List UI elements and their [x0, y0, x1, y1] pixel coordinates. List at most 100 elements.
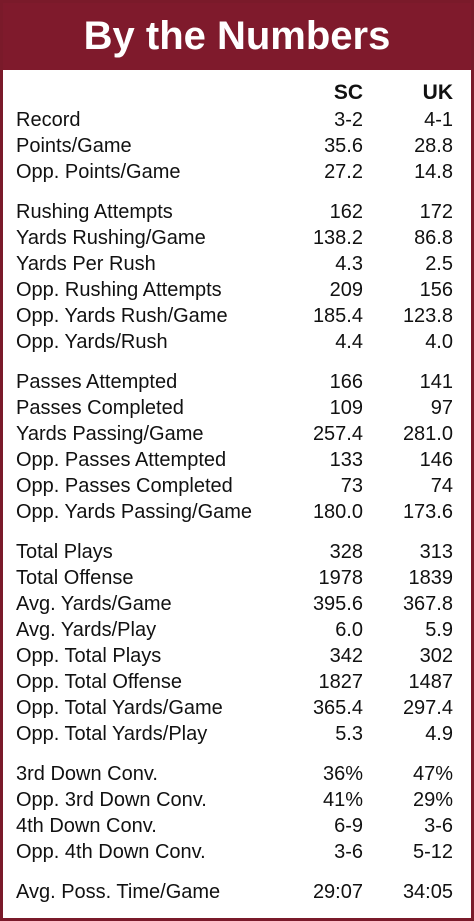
uk-value: 2.5 [425, 253, 453, 275]
uk-value: 1487 [408, 671, 454, 693]
uk-value: 172 [419, 201, 453, 223]
sc-value: 6-9 [334, 815, 363, 837]
sc-value: 4.3 [335, 253, 363, 275]
panel-title: By the Numbers [83, 14, 391, 58]
table-row: 4th Down Conv. 6-9 3-6 [3, 813, 471, 839]
header-banner: By the Numbers [3, 3, 471, 70]
sc-value: 36% [322, 763, 363, 785]
uk-value: 47% [412, 763, 453, 785]
table-row: Opp. Passes Completed 73 74 [3, 473, 471, 499]
table-row: Opp. 3rd Down Conv. 41% 29% [3, 787, 471, 813]
uk-value: 297.4 [402, 697, 453, 719]
stat-label: Yards Per Rush [16, 253, 156, 275]
table-row: Avg. Poss. Time/Game 29:07 34:05 [3, 879, 471, 905]
sc-value: 180.0 [312, 501, 363, 523]
uk-value: 86.8 [414, 227, 453, 249]
uk-value: 4-1 [424, 109, 453, 131]
table-row: Opp. Yards Rush/Game 185.4 123.8 [3, 303, 471, 329]
table-row: Opp. Total Offense 1827 1487 [3, 669, 471, 695]
stat-label: Opp. Points/Game [16, 161, 181, 183]
table-row: 3rd Down Conv. 36% 47% [3, 761, 471, 787]
stat-label: Avg. Poss. Time/Game [16, 881, 221, 903]
table-row: Avg. Yards/Game 395.6 367.8 [3, 591, 471, 617]
table-row: Yards Per Rush 4.3 2.5 [3, 251, 471, 277]
table-row: Opp. Rushing Attempts 209 156 [3, 277, 471, 303]
uk-value: 146 [419, 449, 453, 471]
sc-value: 5.3 [335, 723, 363, 745]
uk-value: 74 [430, 475, 453, 497]
uk-value: 5-12 [412, 841, 453, 863]
uk-value: 1839 [408, 567, 454, 589]
uk-value: 173.6 [402, 501, 453, 523]
table-row: Total Offense 1978 1839 [3, 565, 471, 591]
uk-value: 156 [419, 279, 453, 301]
column-header-uk: UK [422, 81, 453, 104]
stat-label: Opp. Total Offense [16, 671, 183, 693]
stat-label: Opp. Rushing Attempts [16, 279, 222, 301]
stat-label: Opp. Passes Attempted [16, 449, 227, 471]
sc-value: 3-6 [334, 841, 363, 863]
uk-value: 123.8 [402, 305, 453, 327]
uk-value: 4.0 [425, 331, 453, 353]
stat-label: Opp. Yards Passing/Game [16, 501, 253, 523]
sc-value: 209 [329, 279, 363, 301]
table-row: Opp. Total Yards/Game 365.4 297.4 [3, 695, 471, 721]
uk-value: 4.9 [425, 723, 453, 745]
sc-value: 133 [329, 449, 363, 471]
stat-label: Opp. Total Plays [16, 645, 162, 667]
table-row: Avg. Yards/Play 6.0 5.9 [3, 617, 471, 643]
table-row: Yards Passing/Game 257.4 281.0 [3, 421, 471, 447]
table-row: Passes Attempted 166 141 [3, 369, 471, 395]
stat-label: Opp. Yards/Rush [16, 331, 168, 353]
stat-label: Yards Rushing/Game [16, 227, 206, 249]
stat-label: Opp. Passes Completed [16, 475, 233, 497]
sc-value: 342 [329, 645, 363, 667]
table-row: Passes Completed 109 97 [3, 395, 471, 421]
table-row: Opp. Passes Attempted 133 146 [3, 447, 471, 473]
stat-label: Passes Completed [16, 397, 184, 419]
sc-value: 6.0 [335, 619, 363, 641]
sc-value: 395.6 [312, 593, 363, 615]
sc-value: 41% [322, 789, 363, 811]
uk-value: 367.8 [402, 593, 453, 615]
sc-value: 257.4 [312, 423, 363, 445]
stat-label: 4th Down Conv. [16, 815, 157, 837]
sc-value: 35.6 [324, 135, 363, 157]
sc-value: 27.2 [324, 161, 363, 183]
table-row: Opp. Yards Passing/Game 180.0 173.6 [3, 499, 471, 525]
sc-value: 185.4 [312, 305, 363, 327]
stat-label: Avg. Yards/Play [16, 619, 157, 641]
stat-label: Total Plays [16, 541, 113, 563]
uk-value: 34:05 [402, 881, 453, 903]
table-row: Rushing Attempts 162 172 [3, 199, 471, 225]
table-row: Total Plays 328 313 [3, 539, 471, 565]
sc-value: 4.4 [335, 331, 363, 353]
sc-value: 1978 [318, 567, 364, 589]
sc-value: 365.4 [312, 697, 363, 719]
stat-label: Opp. Yards Rush/Game [16, 305, 228, 327]
sc-value: 109 [329, 397, 363, 419]
stat-label: Total Offense [16, 567, 134, 589]
sc-value: 1827 [318, 671, 364, 693]
uk-value: 302 [419, 645, 453, 667]
uk-value: 29% [412, 789, 453, 811]
column-header-sc: SC [333, 81, 363, 104]
sc-value: 328 [329, 541, 363, 563]
stat-label: Points/Game [16, 135, 132, 157]
sc-value: 162 [329, 201, 363, 223]
sc-value: 3-2 [334, 109, 363, 131]
table-row: Opp. Total Plays 342 302 [3, 643, 471, 669]
uk-value: 281.0 [402, 423, 453, 445]
uk-value: 313 [419, 541, 453, 563]
uk-value: 5.9 [425, 619, 453, 641]
uk-value: 28.8 [414, 135, 453, 157]
sc-value: 138.2 [312, 227, 363, 249]
sc-value: 166 [329, 371, 363, 393]
stat-label: 3rd Down Conv. [16, 763, 158, 785]
uk-value: 14.8 [414, 161, 453, 183]
stat-label: Yards Passing/Game [16, 423, 204, 445]
uk-value: 3-6 [424, 815, 453, 837]
sc-value: 73 [340, 475, 363, 497]
uk-value: 97 [430, 397, 453, 419]
